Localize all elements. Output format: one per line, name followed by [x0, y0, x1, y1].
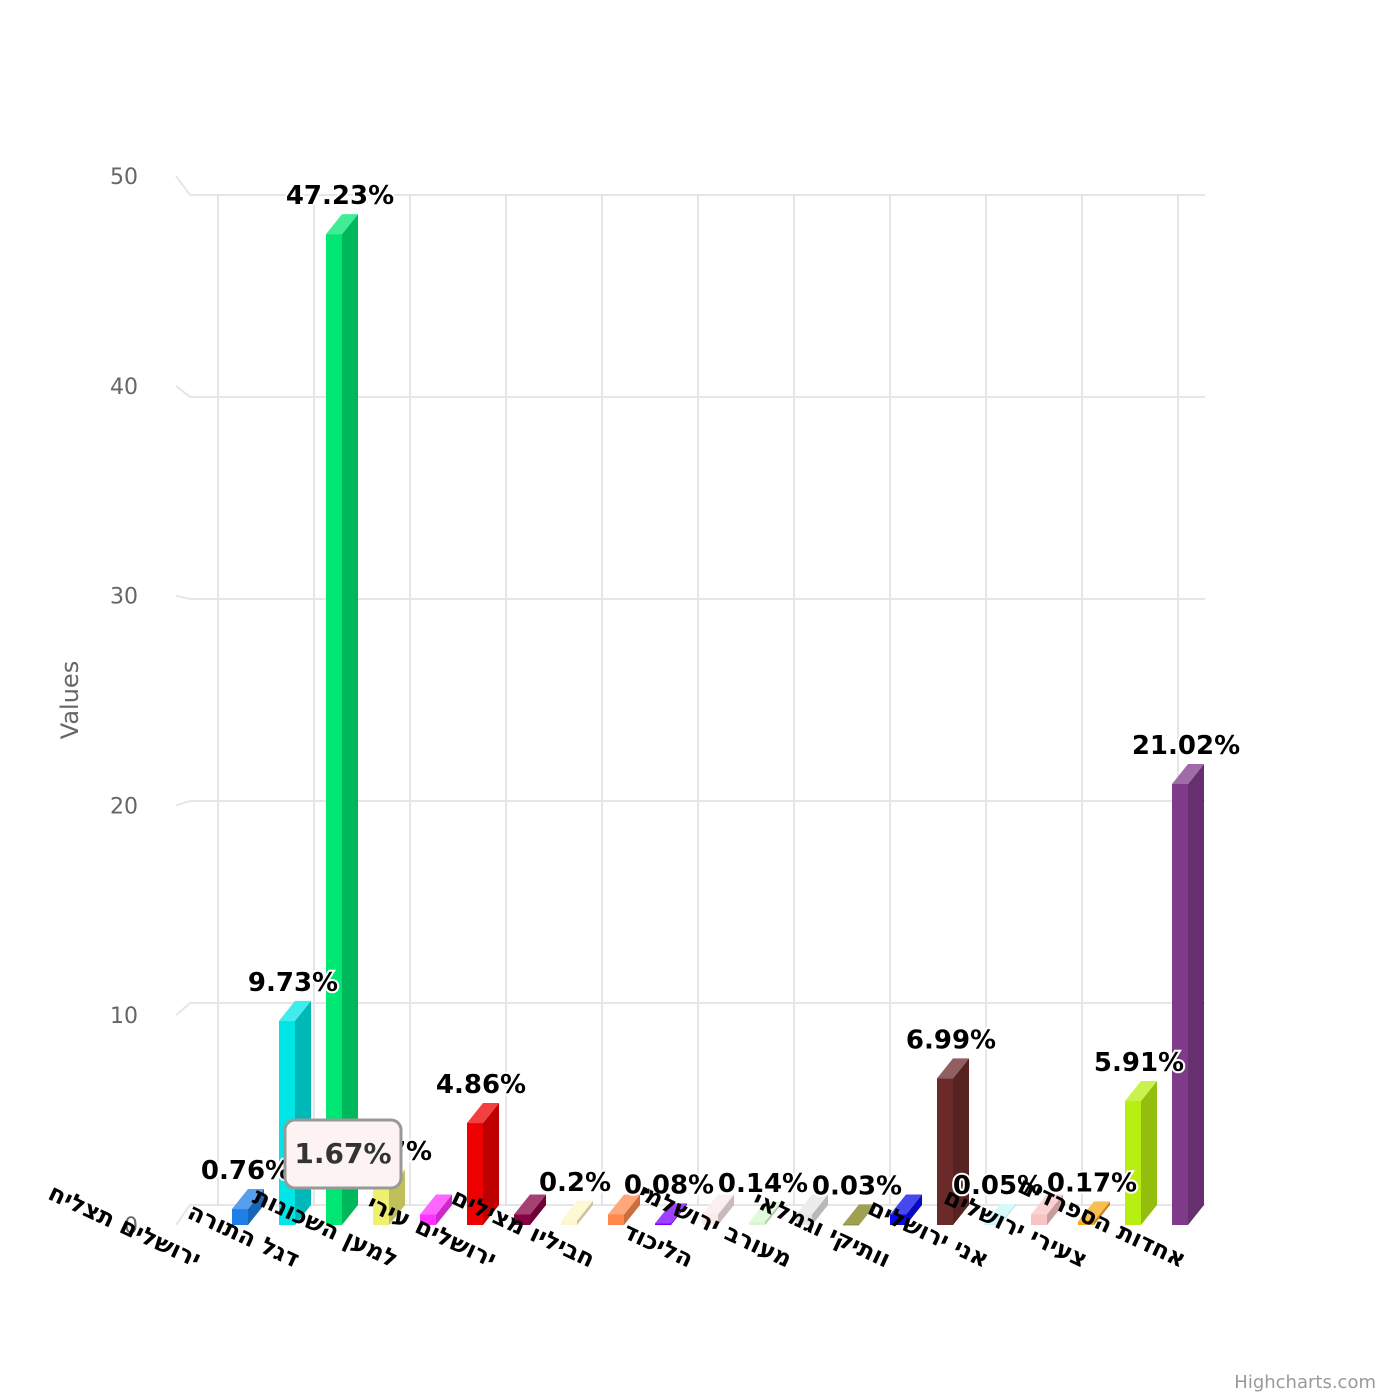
data-label: 5.91%	[1094, 1048, 1184, 1078]
y-tick-label: 50	[110, 165, 138, 190]
data-label: 0.08%	[624, 1170, 714, 1200]
data-label: 4.86%	[436, 1070, 526, 1100]
y-tick-label: 40	[110, 375, 138, 400]
data-label: 21.02%	[1132, 731, 1240, 761]
data-label: 9.73%	[248, 968, 338, 998]
credits-link[interactable]: Highcharts.com	[1234, 1372, 1376, 1393]
bar[interactable]	[1125, 1081, 1157, 1225]
bar[interactable]	[467, 1103, 499, 1225]
gridline-side	[175, 800, 191, 807]
y-axis-title: Values	[56, 661, 84, 739]
bar[interactable]	[890, 1194, 922, 1225]
data-label: 6.99%	[906, 1025, 996, 1055]
x-category-label: ירושלים תצליח	[44, 1178, 205, 1273]
bar[interactable]	[514, 1194, 546, 1225]
data-labels: 0.76% 9.73% 47.23% 1.67% 4.86% 0.2% 0.08%0.14%…	[199, 179, 1242, 1203]
y-axis-ticks: 0 10 20 30 40 50	[110, 165, 138, 1239]
bar[interactable]	[279, 1000, 311, 1225]
y-tick-label: 30	[110, 585, 138, 610]
tooltip-box	[283, 1118, 403, 1190]
bar[interactable]	[1031, 1194, 1063, 1225]
data-label: 0.03%	[812, 1171, 902, 1201]
bar[interactable]	[1172, 764, 1204, 1225]
data-label: 0.2%	[539, 1168, 611, 1198]
gridline-side	[175, 1002, 191, 1016]
tooltip-text: 1.67%	[294, 1137, 391, 1170]
bar[interactable]	[326, 214, 358, 1225]
data-label: 0.76%	[201, 1156, 291, 1186]
gridline-side	[175, 1204, 191, 1226]
tooltip: 1.67%	[283, 1118, 403, 1190]
bar[interactable]	[1078, 1201, 1110, 1225]
gridline-side	[175, 594, 191, 600]
bar[interactable]	[702, 1194, 734, 1225]
y-tick-label: 20	[110, 794, 138, 819]
y-tick-label: 10	[110, 1004, 138, 1029]
bar[interactable]	[749, 1202, 781, 1225]
gridline-side	[175, 385, 191, 398]
bar[interactable]	[937, 1058, 969, 1225]
y-tick-label: 0	[124, 1214, 138, 1239]
bar[interactable]	[984, 1203, 1016, 1225]
bars	[232, 214, 1204, 1226]
data-label: 0.05%	[953, 1171, 1043, 1201]
bar[interactable]	[561, 1200, 593, 1225]
gridline-side	[175, 175, 191, 196]
data-label: 47.23%	[286, 181, 394, 211]
bar[interactable]	[796, 1194, 828, 1225]
bar[interactable]	[420, 1194, 452, 1225]
bar[interactable]	[843, 1204, 875, 1226]
bar[interactable]	[232, 1189, 264, 1225]
data-label: 0.17%	[1047, 1168, 1137, 1198]
bar[interactable]	[655, 1203, 687, 1225]
bar[interactable]	[608, 1194, 640, 1225]
data-label: 0.14%	[718, 1169, 808, 1199]
